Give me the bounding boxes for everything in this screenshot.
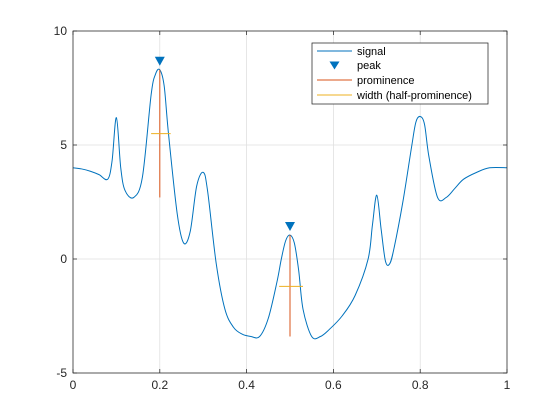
legend-prominence-label: prominence [357,75,414,87]
x-tick-label: 0 [70,378,77,392]
peak-marker [285,222,295,232]
x-tick-label: 0.2 [151,378,168,392]
legend-signal-label: signal [357,46,386,58]
x-tick-label: 0.6 [325,378,342,392]
legend-peak-label: peak [357,60,381,72]
legend-width-label: width (half-prominence) [356,90,472,102]
legend-box [311,42,489,105]
x-tick-label: 0.4 [238,378,255,392]
y-tick-label: 0 [60,252,67,266]
signal-line [72,68,508,340]
series-layer [72,56,508,340]
legend-peak-swatch [329,61,340,70]
peak-marker [154,56,165,66]
y-tick-label: 5 [60,138,67,152]
y-tick-label: -5 [56,366,67,380]
y-tick-label: 10 [54,24,68,38]
legend: signal peak prominence width (half-promi… [311,42,489,105]
x-tick-label: 1 [504,378,511,392]
x-tick-label: 0.8 [412,378,429,392]
plot-area-border [72,30,508,374]
